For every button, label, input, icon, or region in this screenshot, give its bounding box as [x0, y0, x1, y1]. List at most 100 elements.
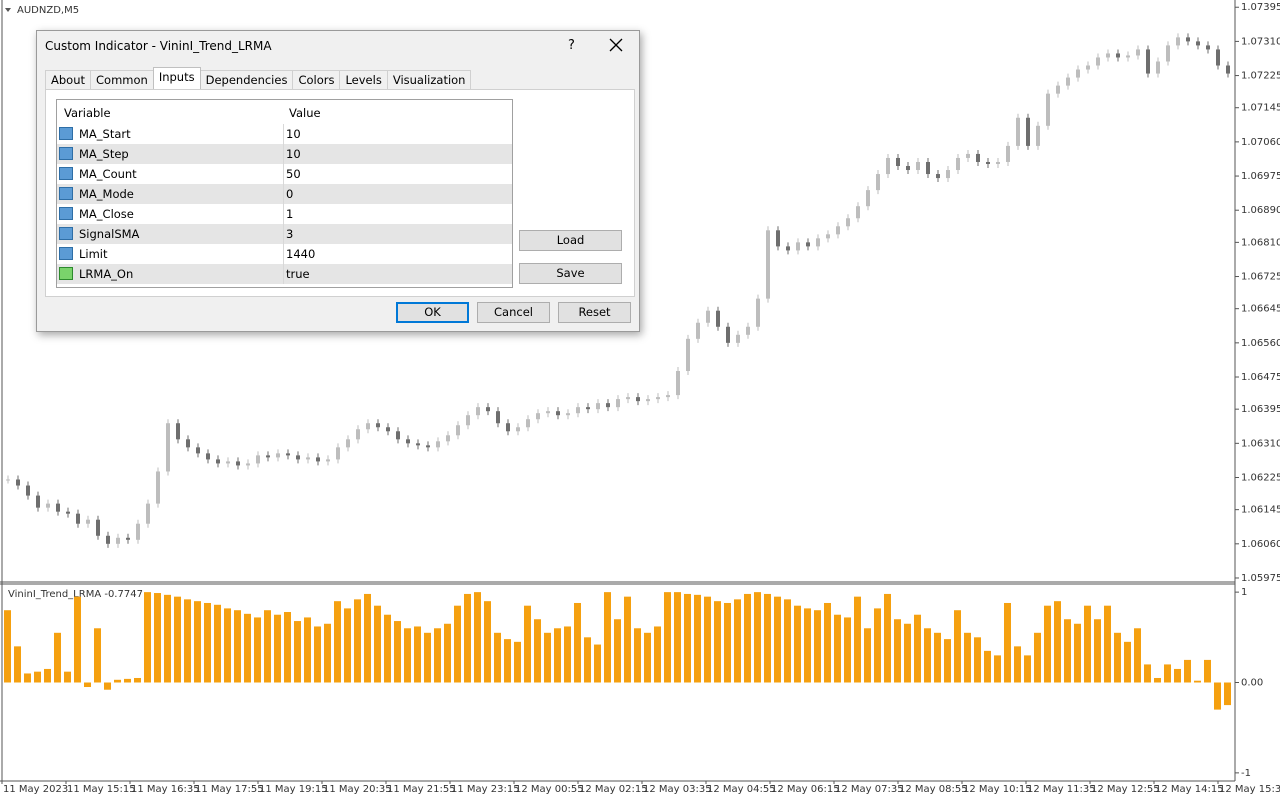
- x-tick-label: 12 May 10:15: [963, 784, 1032, 795]
- histogram-bar: [1194, 680, 1201, 683]
- histogram-bar: [204, 602, 211, 683]
- dialog-button[interactable]: Cancel: [477, 302, 550, 323]
- y-tick-label: 1.06810: [1241, 237, 1280, 248]
- x-tick-label: 12 May 04:55: [707, 784, 776, 795]
- candle: [1166, 45, 1170, 62]
- x-tick-label: 12 May 12:55: [1091, 784, 1160, 795]
- candle: [726, 326, 730, 343]
- value-cell[interactable]: 1: [286, 207, 294, 221]
- tab[interactable]: About: [45, 70, 92, 89]
- value-cell[interactable]: 50: [286, 167, 301, 181]
- histogram-bar: [524, 605, 531, 683]
- histogram-bar: [984, 650, 991, 683]
- candle: [1086, 65, 1090, 70]
- candle: [716, 310, 720, 327]
- candle: [696, 322, 700, 339]
- histogram-bar: [894, 619, 901, 683]
- tab[interactable]: Levels: [339, 70, 388, 89]
- histogram-bar: [64, 671, 71, 683]
- help-button[interactable]: ?: [568, 38, 575, 53]
- dialog-button[interactable]: Reset: [558, 302, 631, 323]
- histogram-bar: [94, 628, 101, 683]
- histogram-bar: [1154, 677, 1161, 683]
- candle: [406, 439, 410, 444]
- candle: [66, 511, 70, 514]
- table-row: MA_Start 10: [57, 124, 512, 144]
- histogram-bar: [1074, 623, 1081, 683]
- value-cell[interactable]: 10: [286, 127, 301, 141]
- candle: [166, 423, 170, 472]
- variable-cell: MA_Step: [79, 147, 129, 161]
- candle: [1046, 93, 1050, 126]
- value-cell[interactable]: 1440: [286, 247, 316, 261]
- tab[interactable]: Dependencies: [199, 70, 294, 89]
- tab[interactable]: Visualization: [386, 70, 472, 89]
- histogram-bar: [794, 605, 801, 683]
- histogram-bar: [1054, 601, 1061, 683]
- candle: [266, 455, 270, 458]
- tab[interactable]: Colors: [292, 70, 341, 89]
- candle: [56, 503, 60, 512]
- histogram-bar: [734, 599, 741, 683]
- value-cell[interactable]: 0: [286, 187, 294, 201]
- histogram-bar: [614, 619, 621, 683]
- close-button[interactable]: [609, 38, 623, 52]
- candle: [676, 370, 680, 396]
- histogram-bar: [74, 596, 81, 683]
- histogram-bar: [574, 602, 581, 683]
- value-cell[interactable]: true: [286, 267, 310, 281]
- histogram-bar: [604, 592, 611, 683]
- row-separator: [283, 184, 284, 204]
- row-separator: [283, 264, 284, 284]
- histogram-bar: [1144, 664, 1151, 683]
- value-cell[interactable]: 10: [286, 147, 301, 161]
- candle: [1156, 61, 1160, 74]
- candle: [806, 242, 810, 247]
- histogram-bar: [854, 596, 861, 683]
- candle: [456, 425, 460, 436]
- candle: [486, 407, 490, 412]
- candle: [516, 427, 520, 432]
- histogram-bar: [1174, 668, 1181, 683]
- value-cell[interactable]: 3: [286, 227, 294, 241]
- table-row: Limit 1440: [57, 244, 512, 264]
- side-button[interactable]: Save: [519, 263, 622, 284]
- row-separator: [283, 164, 284, 184]
- histogram-bar: [724, 602, 731, 683]
- row-separator: [283, 204, 284, 224]
- row-icon: [59, 227, 73, 240]
- candle: [1016, 117, 1020, 146]
- histogram-bar: [274, 614, 281, 683]
- histogram-bar: [844, 617, 851, 683]
- candle: [356, 429, 360, 440]
- tab[interactable]: Inputs: [152, 67, 201, 89]
- x-tick-label: 12 May 06:15: [771, 784, 840, 795]
- histogram-bar: [554, 628, 561, 683]
- histogram-bar: [214, 604, 221, 683]
- candle: [1176, 37, 1180, 46]
- y-tick-label: -1: [1241, 768, 1251, 779]
- candle: [876, 174, 880, 191]
- y-tick-label: 0.00: [1241, 678, 1263, 689]
- candle: [36, 495, 40, 508]
- candle: [686, 338, 690, 371]
- histogram-bar: [374, 605, 381, 683]
- x-tick-label: 11 May 2023: [3, 784, 68, 795]
- histogram-bar: [364, 593, 371, 683]
- side-button[interactable]: Load: [519, 230, 622, 251]
- histogram-bar: [344, 608, 351, 683]
- candle: [896, 157, 900, 166]
- table-row: MA_Step 10: [57, 144, 512, 164]
- tab[interactable]: Common: [90, 70, 154, 89]
- histogram-bar: [184, 599, 191, 683]
- histogram-bar: [314, 626, 321, 683]
- candle: [1096, 57, 1100, 66]
- symbol-label: AUDNZD,M5: [17, 5, 79, 16]
- x-tick-label: 11 May 17:55: [195, 784, 264, 795]
- row-separator: [283, 124, 284, 144]
- histogram-bar: [644, 632, 651, 683]
- x-tick-label: 12 May 03:35: [643, 784, 712, 795]
- dialog-button[interactable]: OK: [396, 302, 469, 323]
- candle: [636, 397, 640, 402]
